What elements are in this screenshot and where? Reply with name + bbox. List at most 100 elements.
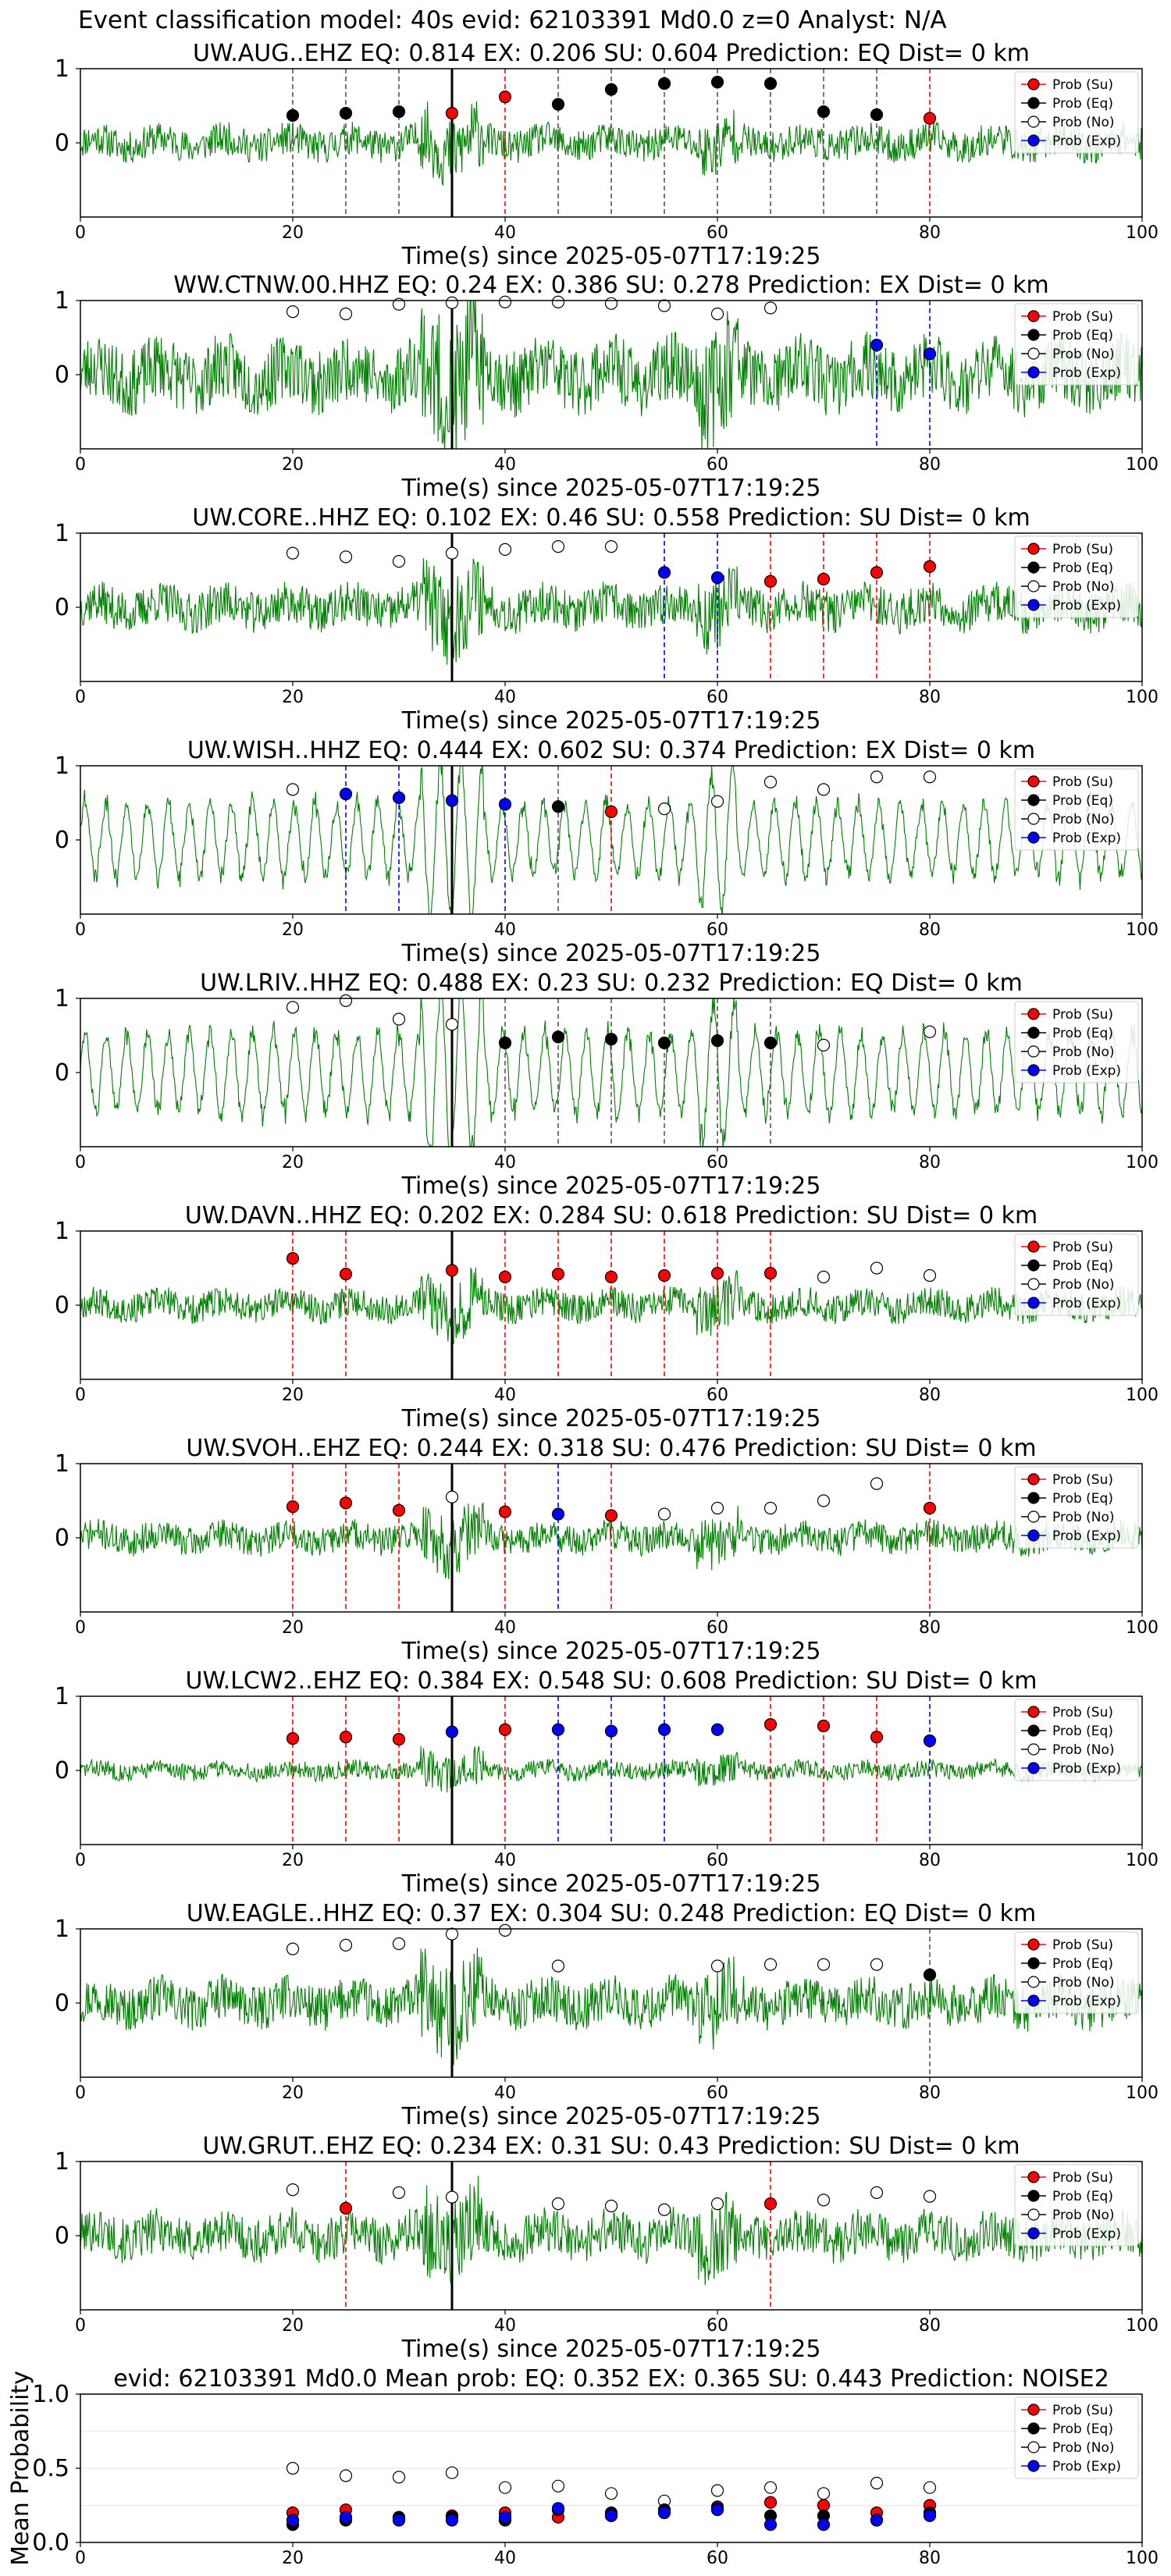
x-axis-label: Time(s) since 2025-05-07T17:19:25	[401, 475, 821, 502]
waveform-trace	[80, 998, 1142, 1147]
x-tick-label: 100	[1126, 688, 1159, 707]
mean-prob-point	[923, 2481, 937, 2494]
x-tick-label: 80	[919, 688, 941, 707]
legend-marker	[1027, 1510, 1040, 1523]
prob-point	[923, 1501, 937, 1515]
legend-marker	[1027, 1297, 1040, 1309]
mean-prob-point	[870, 2476, 884, 2490]
y-tick-label: 0.0	[32, 2529, 69, 2556]
legend-marker	[1027, 1008, 1040, 1020]
x-tick-label: 100	[1126, 2316, 1159, 2336]
prob-point	[870, 1958, 884, 1971]
mean-prob-point	[604, 2509, 618, 2522]
prob-point	[710, 1267, 724, 1280]
prob-point	[657, 802, 671, 816]
legend-marker	[1027, 561, 1040, 574]
y-tick-label: 1	[55, 985, 69, 1012]
legend-label: Prob (Eq)	[1052, 1956, 1113, 1972]
prob-point	[870, 1731, 884, 1744]
prob-point	[710, 2197, 724, 2211]
x-tick-label: 60	[707, 223, 728, 243]
prob-point	[286, 305, 300, 318]
x-tick-label: 40	[494, 1851, 516, 1870]
plot-frame	[80, 2393, 1143, 2543]
waveform-trace	[80, 1948, 1142, 2065]
y-tick-label: 0	[55, 130, 69, 157]
legend-marker	[1027, 831, 1040, 844]
plot-frame	[80, 300, 1143, 450]
prob-point	[392, 1733, 406, 1746]
legend-marker	[1027, 543, 1040, 555]
prob-point	[604, 1724, 618, 1738]
mean-prob-point	[498, 2510, 512, 2524]
mean-prob-point	[604, 2487, 618, 2500]
legend-marker	[1027, 2171, 1040, 2183]
x-tick-label: 20	[282, 2316, 304, 2336]
legend-label: Prob (Su)	[1052, 1240, 1113, 1255]
legend-label: Prob (Exp)	[1052, 2459, 1121, 2475]
x-tick-label: 40	[494, 688, 516, 707]
x-tick-label: 100	[1126, 1153, 1159, 1172]
prob-point	[923, 1268, 937, 1283]
legend-label: Prob (Exp)	[1052, 1528, 1121, 1544]
y-tick-label: 0.5	[32, 2455, 69, 2482]
prob-point	[286, 1500, 300, 1514]
legend-label: Prob (Exp)	[1052, 365, 1121, 381]
legend-marker	[1027, 1529, 1040, 1542]
x-tick-label: 20	[282, 2083, 304, 2103]
legend-marker	[1027, 2403, 1040, 2416]
legend-marker	[1027, 2460, 1040, 2472]
y-tick-label: 0	[55, 594, 69, 621]
legend-marker	[1027, 78, 1040, 91]
legend-marker	[1027, 794, 1040, 806]
panel-title: UW.AUG..EHZ EQ: 0.814 EX: 0.206 SU: 0.60…	[193, 40, 1030, 67]
legend-label: Prob (Eq)	[1052, 1026, 1113, 1041]
prob-point	[817, 572, 831, 586]
plot-frame	[80, 1928, 1143, 2078]
x-tick-label: 0	[75, 1386, 86, 1405]
x-tick-label: 100	[1126, 920, 1159, 940]
prob-point	[498, 1923, 512, 1937]
legend-marker	[1027, 1938, 1040, 1951]
x-tick-label: 60	[707, 2549, 728, 2568]
y-tick-label: 0	[55, 1757, 69, 1784]
prob-point	[817, 1958, 831, 1971]
prob-point	[498, 295, 512, 308]
panel-title: UW.WISH..HHZ EQ: 0.444 EX: 0.602 SU: 0.3…	[187, 737, 1035, 764]
mean-prob-point	[551, 2502, 565, 2515]
legend-box	[1014, 1466, 1139, 1549]
legend-label: Prob (Exp)	[1052, 133, 1121, 149]
x-tick-label: 0	[75, 688, 86, 707]
legend-label: Prob (Eq)	[1052, 793, 1113, 809]
x-tick-label: 40	[494, 223, 516, 243]
prob-point	[604, 297, 618, 310]
plot-frame	[80, 765, 1143, 915]
x-tick-label: 60	[707, 1618, 728, 1638]
waveform-trace	[80, 558, 1142, 665]
x-tick-label: 40	[494, 1386, 516, 1405]
x-tick-label: 0	[75, 1153, 86, 1172]
prob-point	[763, 1267, 778, 1280]
prob-point	[286, 1942, 300, 1955]
legend-label: Prob (No)	[1052, 2208, 1115, 2223]
x-axis-label: Time(s) since 2025-05-07T17:19:25	[401, 1405, 821, 1432]
prob-point	[923, 2190, 937, 2203]
plot-frame	[80, 998, 1143, 1147]
legend-marker	[1027, 1994, 1040, 2007]
x-tick-label: 0	[75, 1618, 86, 1638]
x-tick-label: 0	[75, 2316, 86, 2336]
mean-prob-point	[923, 2509, 937, 2522]
waveform-trace	[80, 1745, 1142, 1793]
x-tick-label: 0	[75, 2549, 86, 2568]
panel-title: UW.LRIV..HHZ EQ: 0.488 EX: 0.23 SU: 0.23…	[200, 970, 1023, 997]
x-tick-label: 80	[919, 2549, 941, 2568]
y-axis-label: Mean Probability	[7, 2371, 34, 2566]
prob-point	[551, 295, 565, 308]
prob-point	[763, 301, 778, 315]
y-tick-label: 0	[55, 1059, 69, 1087]
